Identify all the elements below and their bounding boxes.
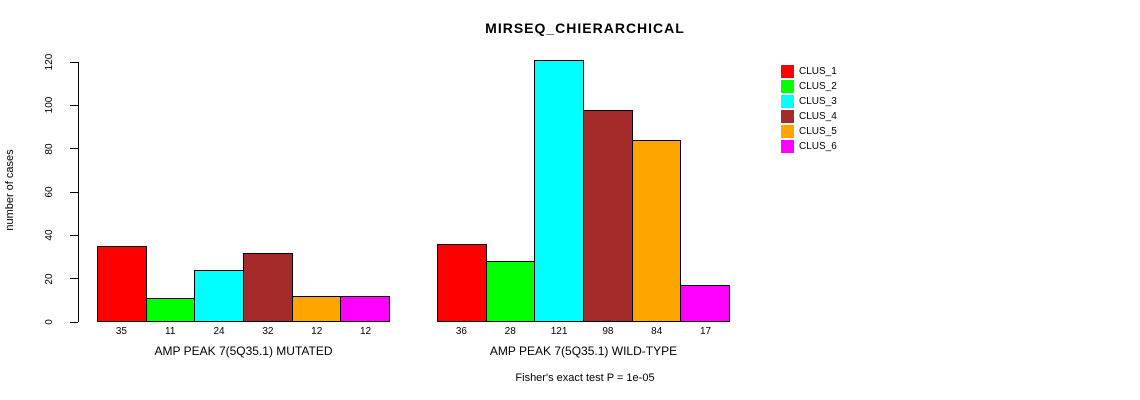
- y-tick-label: 60: [44, 186, 55, 198]
- legend-swatch: [781, 80, 794, 93]
- legend-label: CLUS_2: [799, 81, 837, 92]
- bar-value-label: 17: [699, 326, 712, 337]
- bar-clus_5: [631, 140, 682, 322]
- y-tick-label: 120: [44, 53, 55, 71]
- y-tick-label: 80: [44, 143, 55, 155]
- x-group-label-mutated: AMP PEAK 7(5Q35.1) MUTATED: [154, 344, 333, 358]
- legend-swatch: [781, 95, 794, 108]
- bar-value-label: 84: [651, 326, 663, 337]
- y-tick-label: 0: [44, 319, 55, 325]
- bar-clus_6: [680, 285, 731, 322]
- legend-item: CLUS_6: [781, 139, 837, 154]
- y-tick: [70, 234, 78, 236]
- bar-clus_3: [194, 270, 245, 322]
- legend-item: CLUS_1: [781, 64, 837, 79]
- bar-group-wildtype: [437, 60, 731, 322]
- legend-label: CLUS_4: [799, 111, 837, 122]
- bar-value-label: 36: [455, 326, 467, 337]
- legend-swatch: [781, 140, 794, 153]
- legend-item: CLUS_3: [781, 94, 837, 109]
- y-tick-label: 40: [44, 229, 55, 241]
- bar-value-label: 12: [311, 326, 323, 337]
- bar-group-mutated: [97, 246, 391, 322]
- legend-label: CLUS_3: [799, 96, 837, 107]
- y-axis-line: [78, 62, 79, 322]
- legend-label: CLUS_5: [799, 126, 837, 137]
- legend: CLUS_1 CLUS_2 CLUS_3 CLUS_4 CLUS_5 CLUS_6: [781, 64, 837, 154]
- legend-label: CLUS_1: [799, 66, 837, 77]
- legend-swatch: [781, 110, 794, 123]
- footnote-fisher-test: Fisher's exact test P = 1e-05: [515, 372, 655, 384]
- bar-clus_1: [437, 244, 487, 322]
- bar-value-label: 28: [504, 326, 516, 337]
- y-tick: [70, 61, 78, 63]
- legend-item: CLUS_2: [781, 79, 837, 94]
- legend-item: CLUS_4: [781, 109, 837, 124]
- bar-value-label: 24: [213, 326, 225, 337]
- bar-clus_3: [534, 60, 585, 322]
- legend-swatch: [781, 65, 794, 78]
- bar-clus_5: [291, 296, 342, 322]
- value-row-wildtype: 36 28 121 98 84 17: [437, 326, 730, 337]
- y-tick-label: 100: [44, 96, 55, 114]
- bar-value-label: 12: [359, 326, 372, 337]
- y-tick: [70, 104, 78, 106]
- bar-clus_6: [340, 296, 391, 322]
- bar-clus_4: [583, 110, 633, 322]
- bar-value-label: 121: [550, 326, 568, 337]
- bar-clus_2: [485, 261, 536, 322]
- y-tick-label: 20: [44, 273, 55, 285]
- bar-clus_1: [97, 246, 147, 322]
- chart-title: MIRSEQ_CHIERARCHICAL: [485, 20, 685, 36]
- y-tick: [70, 321, 78, 323]
- legend-item: CLUS_5: [781, 124, 837, 139]
- bar-clus_4: [243, 253, 293, 322]
- y-tick: [70, 148, 78, 150]
- x-group-label-wildtype: AMP PEAK 7(5Q35.1) WILD-TYPE: [489, 344, 678, 358]
- y-tick: [70, 278, 78, 280]
- legend-label: CLUS_6: [799, 141, 837, 152]
- bar-value-label: 11: [165, 326, 176, 337]
- bar-value-label: 98: [602, 326, 614, 337]
- bar-value-label: 32: [262, 326, 274, 337]
- bar-clus_2: [145, 298, 196, 322]
- y-axis-label: number of cases: [4, 149, 16, 231]
- value-row-mutated: 35 11 24 32 12 12: [97, 326, 390, 337]
- bar-value-label: 35: [115, 326, 127, 337]
- legend-swatch: [781, 125, 794, 138]
- y-tick: [70, 191, 78, 193]
